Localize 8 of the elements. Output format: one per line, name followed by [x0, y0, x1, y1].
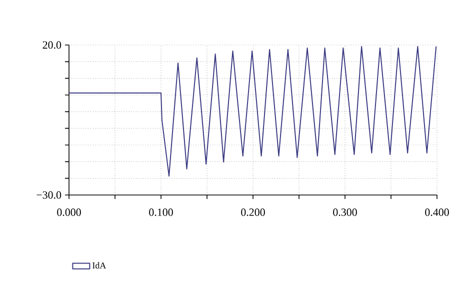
- x-tick-label: 0.100: [149, 208, 173, 216]
- x-tick-label: 0.200: [241, 208, 265, 216]
- x-tick-label: 0.000: [57, 208, 81, 216]
- y-tick-label: 20.0: [42, 41, 62, 49]
- y-tick-label: −30.0: [36, 191, 62, 199]
- legend-label: IdA: [92, 262, 106, 268]
- x-tick-label: 0.400: [425, 208, 449, 216]
- x-tick-label: 0.300: [333, 208, 357, 216]
